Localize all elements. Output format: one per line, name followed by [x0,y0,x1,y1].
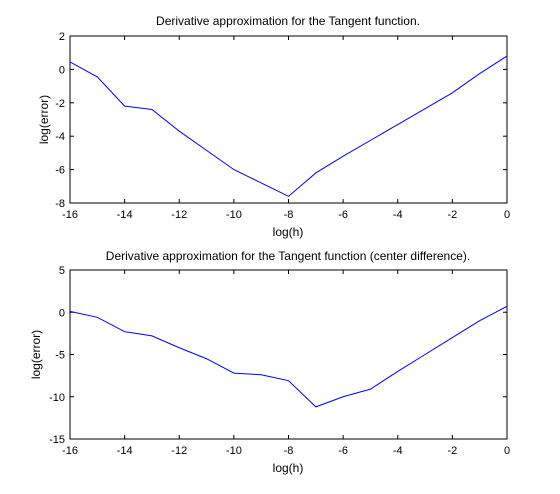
chart-2-ytick-label: -5 [55,350,65,362]
chart-2-xtick-label: 0 [504,445,510,457]
chart-2-xtick-label: -2 [447,445,457,457]
chart-1-xtick-label: -8 [284,209,294,221]
chart-1-xtick-label: -14 [117,209,133,221]
chart-2-ytick-label: -15 [49,434,65,446]
chart-2-xtick-label: -12 [171,445,187,457]
chart-1-xlabel: log(h) [273,225,304,239]
chart-1-title: Derivative approximation for the Tangent… [156,14,420,28]
chart-1-plot-area [69,35,508,204]
chart-2-title: Derivative approximation for the Tangent… [106,249,470,263]
chart-2-xtick-label: -4 [393,445,403,457]
chart-1-ytick-label: 0 [59,64,65,76]
chart-2-xtick-label: -14 [117,445,133,457]
chart-2-series-line [69,305,508,408]
chart-1-series [69,55,508,197]
chart-1-ylabel: log(error) [37,95,51,144]
chart-2-series [69,305,508,408]
chart-2-ticks: -16 -14 -12 -10 -8 -6 -4 -2 0 -15 -10 -5 0 5 [49,265,510,457]
chart-2-ytick-label: 0 [59,307,65,319]
chart-1-ytick-label: 2 [59,31,65,43]
chart-2: Derivative approximation for the Tangent… [29,249,510,475]
chart-2-xtick-label: -6 [338,445,348,457]
chart-2-ylabel: log(error) [29,330,43,379]
chart-1-xtick-label: -4 [393,209,403,221]
chart-2-xtick-label: -16 [62,445,78,457]
chart-1: Derivative approximation for the Tangent… [37,14,510,239]
chart-1-xtick-label: -16 [62,209,78,221]
chart-1-xtick-label: -10 [226,209,242,221]
chart-1-ticks: -16 -14 -12 -10 -8 -6 -4 -2 0 -8 -6 -4 -2 0 2 [55,31,510,221]
chart-1-ytick-label: -6 [55,165,65,177]
chart-2-xtick-label: -10 [226,445,242,457]
chart-1-xtick-label: 0 [504,209,510,221]
chart-1-xtick-label: -2 [447,209,457,221]
chart-2-plot-area [69,269,508,440]
chart-2-ytick-label: -10 [49,392,65,404]
chart-1-ytick-label: -8 [55,198,65,210]
chart-1-xtick-label: -6 [338,209,348,221]
chart-2-xlabel: log(h) [273,461,304,475]
chart-2-xtick-label: -8 [284,445,294,457]
chart-1-xtick-label: -12 [171,209,187,221]
chart-1-series-line [69,55,508,197]
chart-1-ytick-label: -2 [55,98,65,110]
chart-1-ytick-label: -4 [55,131,65,143]
chart-2-ytick-label: 5 [59,265,65,277]
